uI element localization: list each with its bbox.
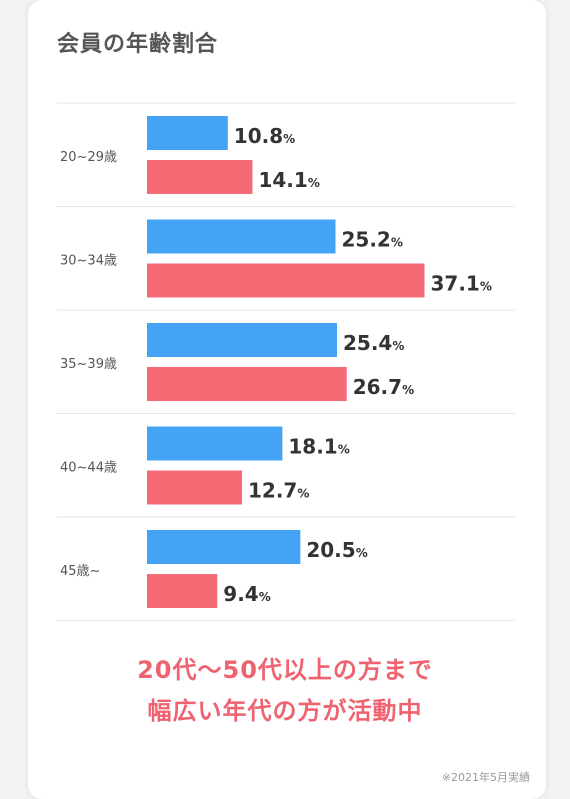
- data-label: 10.8%: [234, 124, 295, 148]
- category-label: 20~29歳: [60, 150, 117, 165]
- bar: [147, 470, 242, 505]
- data-label: 18.1%: [288, 435, 349, 459]
- footnote: ※2021年5月実績: [441, 771, 530, 784]
- bar: [147, 116, 228, 150]
- bar: [147, 574, 218, 608]
- bar: [147, 367, 347, 401]
- category-label: 45歳~: [60, 564, 100, 579]
- data-label: 9.4%: [223, 582, 270, 606]
- tagline-line-1: 20代〜50代以上の方まで: [137, 656, 433, 684]
- bar: [147, 160, 253, 194]
- bar: [147, 426, 283, 461]
- tagline-line-2: 幅広い年代の方が活動中: [147, 697, 423, 725]
- bar: [147, 323, 337, 357]
- data-label: 20.5%: [306, 538, 367, 562]
- category-label: 40~44歳: [60, 461, 117, 476]
- data-label: 37.1%: [431, 272, 492, 296]
- bar: [147, 530, 301, 564]
- bar-chart: 20~29歳 10.8% 14.1% 30~34歳 25.2% 37.1% 35~39歳 25…: [57, 102, 515, 621]
- bar: [147, 263, 425, 298]
- bar: [147, 219, 336, 254]
- data-label: 25.4%: [343, 331, 404, 355]
- data-label: 25.2%: [341, 228, 402, 252]
- data-label: 12.7%: [248, 479, 309, 503]
- data-label: 14.1%: [258, 168, 319, 192]
- data-label: 26.7%: [353, 375, 414, 399]
- chart-title: 会員の年齢割合: [57, 32, 219, 57]
- category-label: 35~39歳: [60, 357, 117, 372]
- category-label: 30~34歳: [60, 254, 117, 269]
